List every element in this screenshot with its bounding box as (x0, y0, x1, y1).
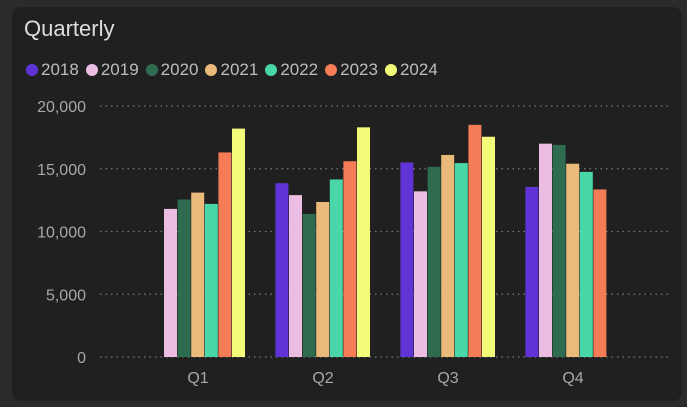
legend-label: 2021 (220, 60, 259, 79)
bar-Q4-2022[interactable] (579, 171, 593, 357)
legend-swatch (384, 64, 397, 76)
bar-Q3-2019[interactable] (414, 191, 427, 357)
y-tick-label: 0 (77, 350, 86, 367)
legend-swatch (325, 64, 338, 76)
bar-Q2-2024[interactable] (357, 127, 370, 358)
bar-Q2-2023[interactable] (343, 161, 357, 357)
legend-label: 2018 (41, 60, 79, 79)
x-tick-label: Q2 (312, 370, 333, 387)
legend-swatch (265, 64, 278, 76)
bar-Q3-2018[interactable] (400, 162, 414, 357)
legend-label: 2024 (399, 60, 438, 79)
bar-Q1-2023[interactable] (218, 152, 232, 357)
legend-item-2020[interactable]: 2020 (145, 60, 199, 80)
bar-Q1-2024[interactable] (232, 128, 245, 357)
x-tick-label: Q4 (562, 370, 583, 387)
legend-item-2019[interactable]: 2019 (85, 60, 139, 80)
x-tick-label: Q1 (187, 370, 208, 387)
legend-item-2023[interactable]: 2023 (325, 60, 378, 80)
y-tick-label: 15,000 (37, 162, 86, 179)
legend-swatch (205, 64, 218, 76)
bar-Q4-2019[interactable] (539, 143, 552, 357)
bar-Q4-2021[interactable] (566, 163, 580, 357)
bar-Q4-2018[interactable] (525, 186, 539, 357)
bar-Q2-2019[interactable] (289, 195, 302, 357)
legend-label: 2020 (160, 60, 199, 79)
bar-Q3-2024[interactable] (482, 136, 495, 357)
chart-legend: 2018 2019 2020 2021 2022 2023 2024 (26, 60, 445, 80)
bar-Q1-2019[interactable] (164, 208, 177, 357)
legend-label: 2022 (280, 60, 319, 79)
bar-Q4-2023[interactable] (593, 189, 607, 357)
bar-Q3-2023[interactable] (468, 124, 482, 357)
bar-Q1-2022[interactable] (204, 203, 218, 357)
bar-Q2-2020[interactable] (302, 213, 316, 357)
y-tick-label: 20,000 (37, 99, 86, 116)
x-tick-label: Q3 (437, 370, 458, 387)
bar-Q2-2018[interactable] (275, 183, 289, 357)
bar-Q3-2022[interactable] (454, 163, 468, 357)
chart-title: Quarterly (24, 16, 115, 41)
bar-Q3-2020[interactable] (427, 166, 441, 357)
legend-swatch (85, 64, 98, 76)
y-tick-label: 10,000 (37, 225, 86, 242)
legend-item-2021[interactable]: 2021 (205, 60, 258, 80)
bar-Q2-2021[interactable] (316, 202, 330, 357)
bar-Q3-2021[interactable] (441, 154, 455, 357)
legend-item-2024[interactable]: 2024 (384, 60, 438, 80)
legend-item-2018[interactable]: 2018 (26, 60, 79, 80)
bar-Q1-2021[interactable] (191, 192, 205, 357)
legend-swatch (145, 64, 158, 76)
bar-Q2-2022[interactable] (329, 179, 343, 357)
legend-item-2022[interactable]: 2022 (265, 60, 318, 80)
legend-label: 2019 (100, 60, 139, 79)
bar-Q4-2020[interactable] (552, 144, 566, 357)
legend-label: 2023 (340, 60, 378, 79)
bar-Q1-2020[interactable] (177, 199, 191, 357)
legend-swatch (26, 64, 38, 76)
y-tick-label: 5,000 (46, 287, 86, 304)
